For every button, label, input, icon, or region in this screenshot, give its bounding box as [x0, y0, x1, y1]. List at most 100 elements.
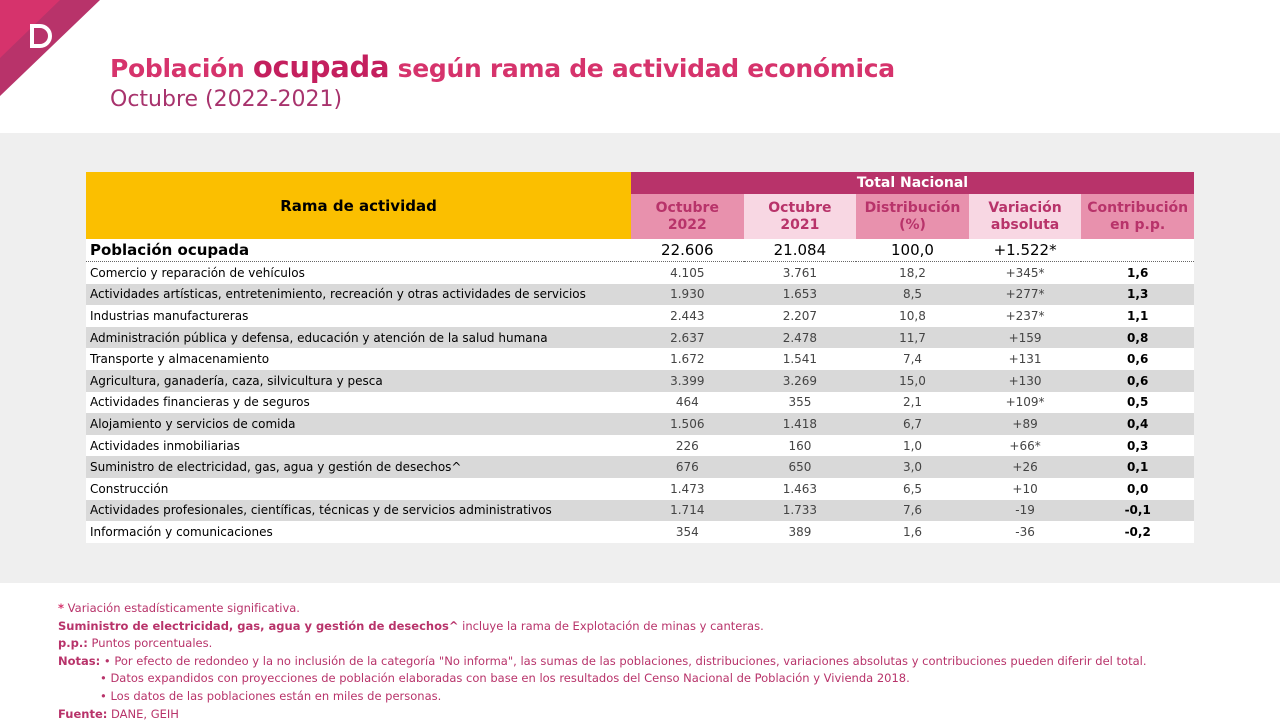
cell: 0,5 — [1081, 391, 1194, 414]
cell: 7,6 — [856, 499, 969, 522]
title-end: según rama de actividad económica — [397, 54, 895, 83]
note-label: Suministro de electricidad, gas, agua y … — [58, 618, 459, 633]
cell: 1.463 — [743, 477, 857, 500]
table: Rama de actividad Total Nacional Octubre… — [86, 172, 1194, 543]
cell: 1.418 — [743, 413, 857, 435]
header-cell: Rama de actividad — [86, 172, 631, 239]
cell: +109* — [968, 391, 1082, 414]
cell: 11,7 — [856, 326, 969, 349]
cell: 1,3 — [1081, 283, 1194, 306]
cell: Alojamiento y servicios de comida — [86, 413, 631, 435]
cell: 6,5 — [856, 477, 969, 500]
table-row: Actividades profesionales, científicas, … — [86, 499, 1194, 522]
cell: 1.733 — [743, 499, 857, 522]
cell: +159 — [968, 326, 1082, 349]
table-row: Suministro de electricidad, gas, agua y … — [86, 456, 1194, 478]
cell: Construcción — [86, 477, 631, 500]
cell: +131 — [968, 348, 1082, 370]
table-row: Transporte y almacenamiento 1.672 1.541 7,4… — [86, 348, 1194, 370]
column-header: Contribución en p.p. — [1081, 194, 1194, 239]
cell: 2.478 — [743, 326, 857, 349]
table-row: Actividades financieras y de seguros 464 3… — [86, 391, 1194, 414]
total-row: Población ocupada 22.606 21.084 100,0 +1.522… — [86, 239, 1194, 262]
note-text: Puntos porcentuales. — [91, 636, 213, 651]
cell: Administración pública y defensa, educac… — [86, 326, 631, 349]
cell: +66* — [968, 434, 1082, 457]
cell: 7,4 — [856, 348, 969, 370]
column-header: Variación absoluta — [968, 194, 1082, 239]
cell: 676 — [631, 456, 744, 478]
header-row: Octubre 2022 Octubre 2021 Distribución (%)… — [86, 194, 1194, 239]
cell: 18,2 — [856, 261, 969, 284]
note-item: Los datos de las poblaciones están en mi… — [100, 688, 1147, 706]
cell: Actividades financieras y de seguros — [86, 391, 631, 414]
cell: Transporte y almacenamiento — [86, 348, 631, 370]
cell: Actividades profesionales, científicas, … — [86, 499, 631, 522]
cell: Suministro de electricidad, gas, agua y … — [86, 456, 631, 478]
cell: 0,6 — [1081, 348, 1194, 370]
cell: +237* — [968, 305, 1082, 327]
cell: 15,0 — [856, 369, 969, 392]
logo — [0, 0, 100, 96]
cell: 3.269 — [743, 369, 857, 392]
cell: Agricultura, ganadería, caza, silvicultu… — [86, 369, 631, 392]
cell: 1.672 — [631, 348, 744, 370]
header-cell: Total Nacional — [631, 172, 1194, 194]
cell: 650 — [743, 456, 857, 478]
cell: -0,2 — [1081, 521, 1194, 543]
cell: +130 — [968, 369, 1082, 392]
cell: -0,1 — [1081, 499, 1194, 522]
note-text: DANE, GEIH — [111, 706, 179, 721]
cell: -19 — [968, 499, 1082, 522]
cell: 1,0 — [856, 434, 969, 457]
note-label: p.p.: — [58, 636, 88, 651]
column-header: Distribución (%) — [856, 194, 969, 239]
cell: 3.399 — [631, 369, 744, 392]
note-label: Fuente: — [58, 706, 108, 721]
cell: 160 — [743, 434, 857, 457]
note-label: Notas: — [58, 653, 101, 668]
cell: 6,7 — [856, 413, 969, 435]
table-row: Alojamiento y servicios de comida 1.506 1.… — [86, 413, 1194, 435]
column-header: Octubre 2021 — [743, 194, 857, 239]
cell: 22.606 — [631, 239, 744, 262]
subtitle: Octubre (2022-2021) — [110, 87, 343, 112]
cell: 1.714 — [631, 499, 744, 522]
cell: 389 — [743, 521, 857, 543]
cell: 1.506 — [631, 413, 744, 435]
cell: Industrias manufactureras — [86, 305, 631, 327]
cell: 0,3 — [1081, 434, 1194, 457]
table-row: Agricultura, ganadería, caza, silvicultu… — [86, 369, 1194, 392]
cell: 1.930 — [631, 283, 744, 306]
cell: 3.761 — [743, 261, 857, 284]
cell: -36 — [968, 521, 1082, 543]
cell: +26 — [968, 456, 1082, 478]
table-row: Industrias manufactureras 2.443 2.207 10,8 +… — [86, 305, 1194, 327]
title-emphasis: ocupada — [252, 50, 390, 84]
cell: 8,5 — [856, 283, 969, 306]
cell: 0,1 — [1081, 456, 1194, 478]
note-text: incluye la rama de Explotación de minas … — [462, 618, 764, 633]
table-row: Administración pública y defensa, educac… — [86, 326, 1194, 349]
cell: 2,1 — [856, 391, 969, 414]
notes: * Variación estadísticamente significati… — [58, 600, 1147, 723]
table-row: Información y comunicaciones 354 389 1,6 -36… — [86, 521, 1194, 543]
cell: 226 — [631, 434, 744, 457]
note-text: Variación estadísticamente significativa… — [67, 601, 300, 615]
cell: 0,6 — [1081, 369, 1194, 392]
cell: 3,0 — [856, 456, 969, 478]
cell: Actividades inmobiliarias — [86, 434, 631, 457]
note-item: Por efecto de redondeo y la no inclusión… — [104, 654, 1147, 668]
logo-d — [30, 24, 52, 48]
cell: 464 — [631, 391, 744, 414]
cell: 4.105 — [631, 261, 744, 284]
cell: 1.653 — [743, 283, 857, 306]
cell: Población ocupada — [86, 239, 631, 262]
cell — [1081, 239, 1194, 262]
cell: +1.522* — [968, 239, 1082, 262]
cell: 1.473 — [631, 477, 744, 500]
cell: Información y comunicaciones — [86, 521, 631, 543]
cell: 2.443 — [631, 305, 744, 327]
column-header: Octubre 2022 — [631, 194, 744, 239]
